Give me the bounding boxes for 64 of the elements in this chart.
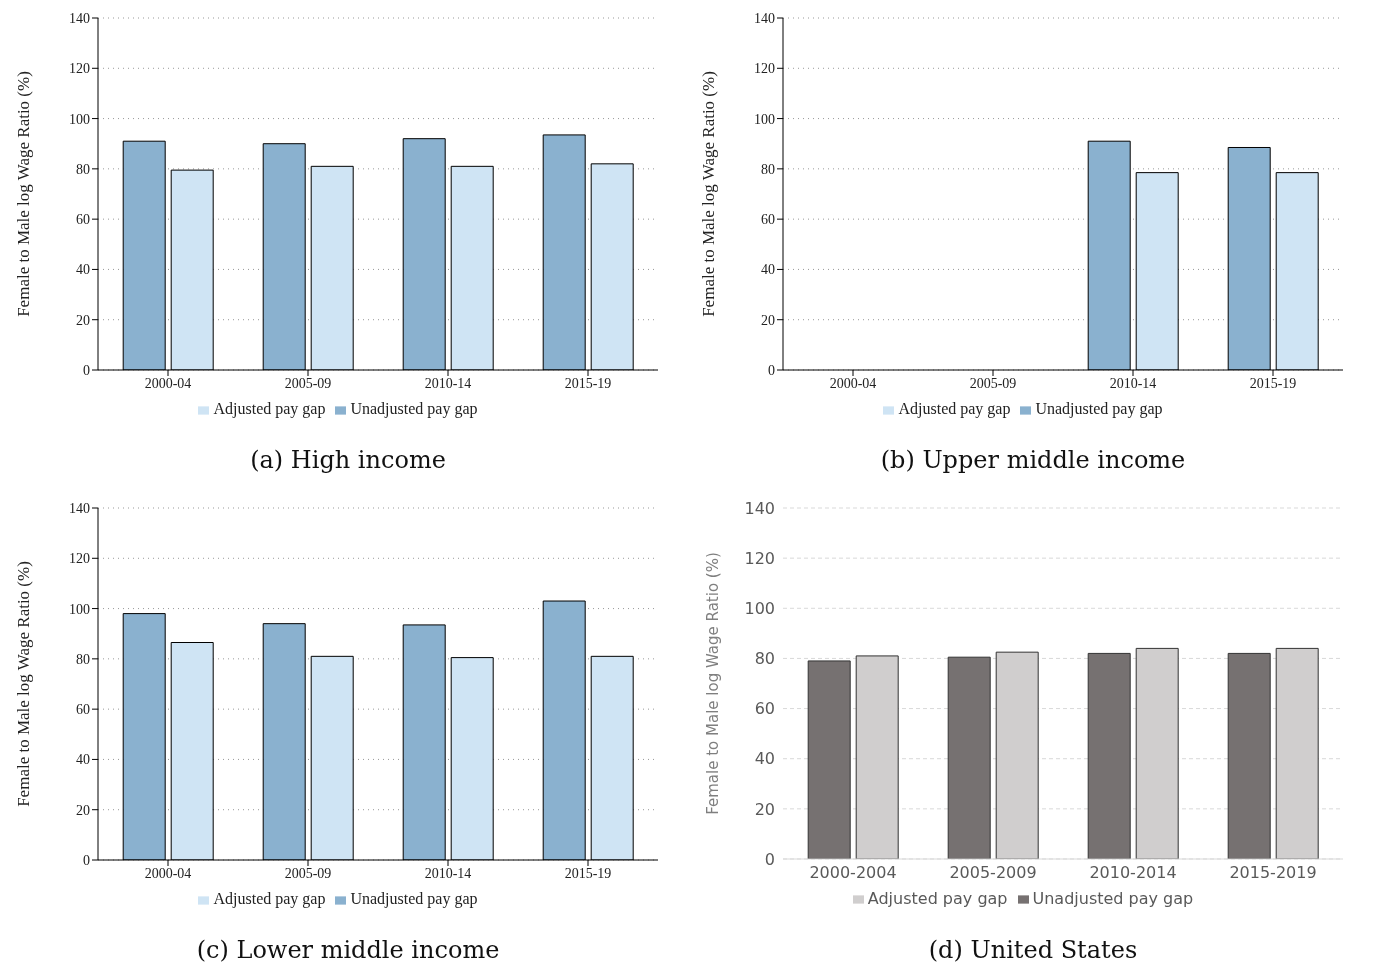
legend-label: Unadjusted pay gap xyxy=(1032,889,1194,908)
text: (a) High income xyxy=(249,446,447,474)
x-tick-label: 2005-09 xyxy=(284,865,332,881)
y-tick-label: 60 xyxy=(761,212,775,228)
x-tick-label: 2000-04 xyxy=(144,865,192,881)
y-axis-title: Female to Male log Wage Ratio (%) xyxy=(14,71,34,317)
legend-label: Unadjusted pay gap xyxy=(350,890,478,907)
y-tick-label: 40 xyxy=(761,262,775,278)
y-tick-label: 140 xyxy=(69,10,90,26)
y-tick-label: 80 xyxy=(76,651,90,667)
y-tick-label: 140 xyxy=(744,498,775,518)
y-tick-label: 20 xyxy=(76,802,90,818)
x-tick-label: 2005-09 xyxy=(284,375,332,391)
x-tick-label: 2015-19 xyxy=(564,375,612,391)
y-tick-label: 20 xyxy=(76,312,90,328)
y-axis-title: Female to Male log Wage Ratio (%) xyxy=(14,561,34,807)
y-tick-label: 80 xyxy=(76,161,90,177)
legend-label: Adjusted pay gap xyxy=(898,400,1011,417)
y-tick-label: 80 xyxy=(754,649,775,669)
y-tick-label: 100 xyxy=(69,601,90,617)
y-tick-label: 20 xyxy=(761,312,775,328)
y-tick-label: 120 xyxy=(754,61,775,77)
legend-label: Adjusted pay gap xyxy=(213,400,326,417)
text: (b) Upper middle income xyxy=(879,446,1187,474)
y-tick-label: 120 xyxy=(69,551,90,567)
legend-label: Adjusted pay gap xyxy=(213,890,326,907)
x-tick-label: 2010-14 xyxy=(424,865,472,881)
y-tick-label: 40 xyxy=(754,749,775,769)
x-tick-label: 2005-09 xyxy=(969,375,1017,391)
y-tick-label: 140 xyxy=(69,500,90,516)
y-tick-label: 80 xyxy=(761,161,775,177)
text: (d) United States xyxy=(927,936,1139,964)
x-tick-label: 2010-14 xyxy=(1109,375,1157,391)
y-tick-label: 60 xyxy=(76,702,90,718)
y-tick-label: 60 xyxy=(76,212,90,228)
x-tick-label: 2010-14 xyxy=(424,375,472,391)
y-tick-label: 100 xyxy=(754,111,775,127)
text: (c) Lower middle income xyxy=(195,936,501,964)
x-tick-label: 2005-2009 xyxy=(949,863,1037,883)
x-tick-label: 2015-19 xyxy=(1249,375,1297,391)
x-tick-label: 2010-2014 xyxy=(1089,863,1177,883)
x-tick-label: 2000-2004 xyxy=(809,863,897,883)
y-tick-label: 40 xyxy=(76,752,90,768)
y-tick-label: 20 xyxy=(754,799,775,819)
legend-label: Unadjusted pay gap xyxy=(350,400,478,417)
y-tick-label: 0 xyxy=(768,362,775,378)
y-axis-title: Female to Male log Wage Ratio (%) xyxy=(704,552,723,815)
y-tick-label: 100 xyxy=(69,111,90,127)
x-tick-label: 2000-04 xyxy=(144,375,192,391)
legend-label: Adjusted pay gap xyxy=(867,889,1008,908)
legend-label: Unadjusted pay gap xyxy=(1035,400,1163,417)
y-tick-label: 40 xyxy=(76,262,90,278)
y-tick-label: 120 xyxy=(69,61,90,77)
x-tick-label: 2000-04 xyxy=(829,375,877,391)
y-axis-title: Female to Male log Wage Ratio (%) xyxy=(699,71,719,317)
x-tick-label: 2015-19 xyxy=(564,865,612,881)
y-tick-label: 0 xyxy=(764,849,775,869)
y-tick-label: 0 xyxy=(83,852,90,868)
y-tick-label: 140 xyxy=(754,10,775,26)
y-tick-label: 60 xyxy=(754,699,775,719)
x-tick-label: 2015-2019 xyxy=(1229,863,1317,883)
y-tick-label: 120 xyxy=(744,548,775,568)
y-tick-label: 0 xyxy=(83,362,90,378)
y-tick-label: 100 xyxy=(744,598,775,618)
